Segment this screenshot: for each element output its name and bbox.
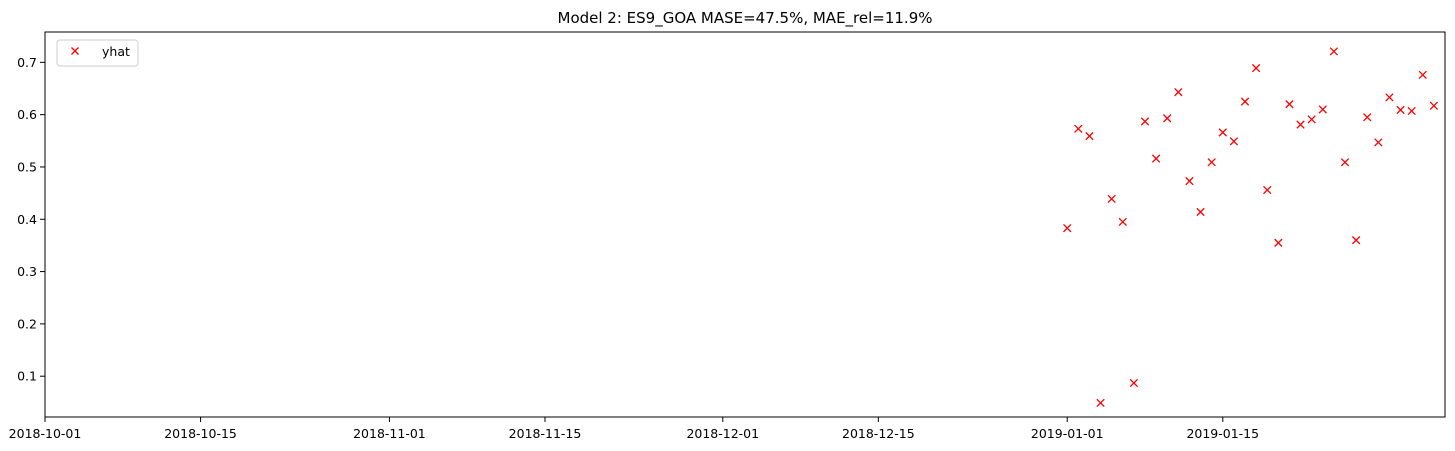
data-point-yhat xyxy=(1352,236,1359,243)
y-tick-label: 0.4 xyxy=(17,212,37,227)
data-point-yhat xyxy=(1141,118,1148,125)
y-tick-label: 0.3 xyxy=(17,264,37,279)
data-point-yhat xyxy=(1186,177,1193,184)
data-point-yhat xyxy=(1252,64,1259,71)
axes-frame xyxy=(45,32,1445,417)
y-tick-label: 0.1 xyxy=(17,369,37,384)
data-point-yhat xyxy=(1097,399,1104,406)
data-point-yhat xyxy=(1152,155,1159,162)
y-tick-label: 0.5 xyxy=(17,159,37,174)
x-tick-label: 2019-01-15 xyxy=(1186,426,1259,441)
x-tick-label: 2018-10-15 xyxy=(164,426,237,441)
legend-label-yhat: yhat xyxy=(102,44,130,59)
data-point-yhat xyxy=(1319,106,1326,113)
data-point-yhat xyxy=(1297,121,1304,128)
data-point-yhat xyxy=(1330,48,1337,55)
x-tick-label: 2018-10-01 xyxy=(9,426,82,441)
data-point-yhat xyxy=(1397,106,1404,113)
data-point-yhat xyxy=(1197,208,1204,215)
data-point-yhat xyxy=(1108,195,1115,202)
data-point-yhat xyxy=(1419,71,1426,78)
legend: yhat xyxy=(57,40,138,66)
x-tick-label: 2018-12-01 xyxy=(686,426,759,441)
data-point-yhat xyxy=(1119,218,1126,225)
data-point-yhat xyxy=(1164,115,1171,122)
y-tick-label: 0.7 xyxy=(17,55,37,70)
data-point-yhat xyxy=(1086,132,1093,139)
x-tick-label: 2019-01-01 xyxy=(1031,426,1104,441)
data-point-yhat xyxy=(1075,125,1082,132)
data-point-yhat xyxy=(1386,94,1393,101)
data-point-yhat xyxy=(1430,102,1437,109)
data-point-yhat xyxy=(1375,139,1382,146)
axes: 0.1 0.2 0.3 0.4 0.5 0.6 0.7 2018-10-01 2018-10-1… xyxy=(9,32,1445,441)
data-point-yhat xyxy=(1308,116,1315,123)
data-point-yhat xyxy=(1241,98,1248,105)
y-tick-label: 0.2 xyxy=(17,316,37,331)
data-point-yhat xyxy=(1130,379,1137,386)
data-point-yhat xyxy=(1064,224,1071,231)
data-point-yhat xyxy=(1364,114,1371,121)
data-point-yhat xyxy=(1275,239,1282,246)
data-point-yhat xyxy=(1408,107,1415,114)
data-point-yhat xyxy=(1175,88,1182,95)
data-point-yhat xyxy=(1264,186,1271,193)
plot-area xyxy=(1064,48,1438,407)
data-point-yhat xyxy=(1230,138,1237,145)
y-tick-label: 0.6 xyxy=(17,107,37,122)
x-tick-label: 2018-11-01 xyxy=(353,426,426,441)
data-point-yhat xyxy=(1208,159,1215,166)
x-tick-label: 2018-12-15 xyxy=(842,426,915,441)
chart-title: Model 2: ES9_GOA MASE=47.5%, MAE_rel=11.… xyxy=(558,9,933,28)
x-tick-label: 2018-11-15 xyxy=(509,426,582,441)
data-point-yhat xyxy=(1341,159,1348,166)
data-point-yhat xyxy=(1219,129,1226,136)
data-point-yhat xyxy=(1286,100,1293,107)
